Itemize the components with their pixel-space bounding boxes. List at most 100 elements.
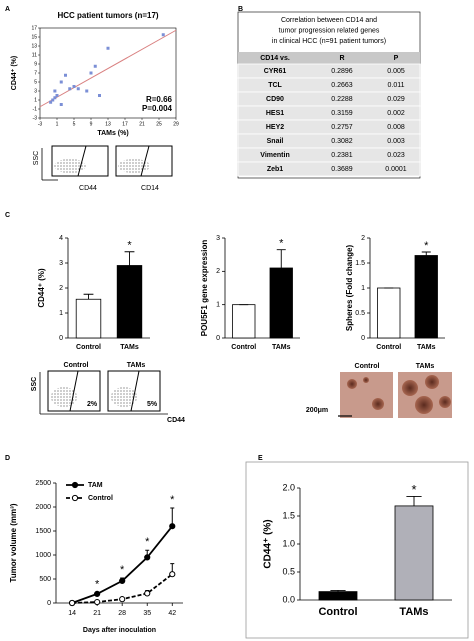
table-header-bg xyxy=(238,52,420,64)
y-tick-label: 3 xyxy=(34,88,37,94)
y-tick-label: 1 xyxy=(59,310,63,317)
table-header: R xyxy=(339,55,344,62)
x-tick-label: 25 xyxy=(156,121,162,127)
y-tick-label: 3 xyxy=(59,260,63,267)
y-tick-label: 2 xyxy=(361,235,365,242)
point xyxy=(51,98,55,102)
axis-label: CD14 xyxy=(141,185,159,192)
y-tick-label: 3 xyxy=(216,235,220,242)
y-tick-label: 1.5 xyxy=(282,510,295,520)
y-tick-label: 13 xyxy=(31,43,37,49)
y-tick-label: 9 xyxy=(34,61,37,67)
significance: * xyxy=(145,536,150,548)
y-tick-label: 17 xyxy=(31,25,37,31)
table-cell: 0.029 xyxy=(387,96,405,103)
table-title: in clinical HCC (n=91 patient tumors) xyxy=(272,38,386,45)
table-cell: 0.003 xyxy=(387,138,405,145)
y-axis-label: CD44⁺ (%) xyxy=(37,268,46,308)
x-tick-label: 1 xyxy=(56,121,59,127)
x-tick-label: Control xyxy=(376,344,401,351)
x-tick-label: 17 xyxy=(122,121,128,127)
x-tick-label: Control xyxy=(76,344,101,351)
significance: * xyxy=(411,482,416,497)
axis-label: SSC xyxy=(31,377,38,391)
y-axis-label: Spheres (Fold change) xyxy=(345,245,354,332)
y-axis-label: POU5F1 gene expression xyxy=(200,240,209,337)
table-cell: 0.011 xyxy=(388,82,405,89)
y-axis-label: Tumor volume (mm³) xyxy=(9,503,18,582)
y-tick-label: 2 xyxy=(59,285,63,292)
significance: * xyxy=(95,578,100,590)
point xyxy=(89,71,93,75)
marker xyxy=(169,571,176,578)
x-tick-label: TAMs xyxy=(417,344,436,351)
point xyxy=(59,80,63,84)
significance: * xyxy=(170,494,175,506)
table-cell: 0.3159 xyxy=(331,110,353,117)
legend-label: Control xyxy=(88,495,113,502)
point xyxy=(72,85,76,88)
sphere xyxy=(415,396,433,414)
marker xyxy=(119,596,126,603)
annotation: R=0.66 xyxy=(146,95,173,104)
table-cell: 0.008 xyxy=(387,124,405,131)
y-tick-label: 7 xyxy=(34,70,37,76)
table-header: P xyxy=(394,55,399,62)
marker xyxy=(144,590,151,597)
trendline xyxy=(39,29,177,108)
y-axis-label: CD44⁺ (%) xyxy=(11,56,18,90)
bar xyxy=(269,267,293,339)
percent-label: 5% xyxy=(147,401,158,408)
y-tick-label: 1 xyxy=(34,97,37,103)
legend-marker xyxy=(71,481,79,489)
scale-label: 200μm xyxy=(306,407,328,414)
flow-c: Control TAMs 2% 5% SSC CD44 xyxy=(31,362,185,424)
flow-cloud xyxy=(54,159,86,173)
x-tick-label: 5 xyxy=(73,121,76,127)
table-cell: 0.005 xyxy=(387,68,405,75)
panel-frame xyxy=(245,461,469,639)
y-tick-label: 4 xyxy=(59,235,63,242)
sphere xyxy=(439,396,451,408)
photo-title: Control xyxy=(355,363,380,370)
table-header: CD14 vs. xyxy=(260,55,290,62)
bar xyxy=(414,255,438,339)
significance: * xyxy=(120,564,125,576)
panel-letter: E xyxy=(258,455,263,462)
bar xyxy=(116,265,143,339)
legend-marker xyxy=(71,494,79,502)
point xyxy=(49,100,53,104)
x-tick-label: TAMs xyxy=(120,344,139,351)
y-tick-label: 0 xyxy=(47,600,51,607)
significance: * xyxy=(127,240,132,252)
sphere xyxy=(402,380,418,396)
marker xyxy=(68,599,76,607)
point xyxy=(98,94,101,97)
point xyxy=(55,94,59,97)
y-tick-label: 1.0 xyxy=(282,538,295,548)
x-tick-label: 21 xyxy=(139,121,145,127)
chart-title: HCC patient tumors (n=17) xyxy=(57,11,158,20)
marker xyxy=(94,598,101,606)
significance: * xyxy=(279,238,284,250)
flow-a: SSC CD44 CD14 xyxy=(33,145,173,192)
error-bar xyxy=(330,590,346,592)
table-cell: 0.0001 xyxy=(385,166,407,173)
flow-cloud xyxy=(51,387,77,407)
table-cell: 0.002 xyxy=(387,110,405,117)
table-row-label: TCL xyxy=(268,82,282,89)
table-row-label: CD90 xyxy=(266,96,284,103)
y-tick-label: 5 xyxy=(34,79,37,85)
y-tick-label: 1.5 xyxy=(355,260,365,267)
table-title: tumor progression related genes xyxy=(279,27,380,34)
point xyxy=(53,89,57,93)
bar xyxy=(394,505,434,601)
sphere xyxy=(363,377,369,383)
y-tick-label: 2000 xyxy=(35,504,51,511)
table-cell: 0.3689 xyxy=(331,166,353,173)
point xyxy=(85,89,89,93)
percent-label: 2% xyxy=(87,401,98,408)
y-tick-label: 2.0 xyxy=(282,482,295,492)
y-tick-label: -3 xyxy=(33,115,38,121)
x-tick-label: 21 xyxy=(93,610,101,617)
